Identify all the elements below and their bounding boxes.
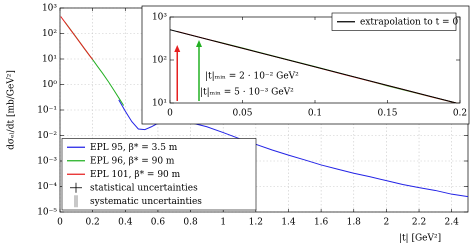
x-tick-label: 1.4 — [281, 218, 296, 228]
x-tick-label: 0 — [57, 218, 63, 228]
inset-plot: 0 0.05 0.1 0.15 0.2 10¹ 10² 10³ |t|ₘᵢₙ = 2 · 10⁻… — [152, 13, 467, 119]
x-tick-label: 0.2 — [453, 109, 467, 119]
x-tick-label: 1.8 — [347, 218, 362, 228]
y-tick-label: 10⁻³ — [37, 157, 57, 167]
data-line — [60, 16, 94, 60]
y-tick-label: 10³ — [42, 4, 57, 14]
x-axis-label: |t| [GeV²] — [399, 234, 441, 244]
y-tick-label: 10⁻⁴ — [37, 182, 57, 192]
y-tick-label: 10¹ — [42, 55, 57, 65]
annotation: |t|ₘᵢₙ = 2 · 10⁻² GeV² — [205, 72, 299, 82]
y-tick-label: 10⁻⁵ — [37, 208, 57, 218]
x-tick-label: 0.6 — [151, 218, 166, 228]
legend-box — [331, 12, 457, 31]
y-tick-label: 10⁻² — [37, 131, 57, 141]
annotation-arrowhead — [196, 40, 202, 47]
y-tick-label: 10³ — [152, 13, 167, 23]
x-tick-label: 0.2 — [85, 218, 99, 228]
x-tick-label: 2 — [384, 218, 390, 228]
legend-swatch — [74, 195, 78, 208]
plot-frame — [169, 16, 461, 104]
x-tick-label: 0.4 — [118, 218, 133, 228]
data-line — [170, 29, 459, 103]
legend-label: statistical uncertainties — [90, 183, 198, 193]
legend-label: extrapolation to t = 0 — [360, 17, 458, 27]
x-tick-label: 1.6 — [314, 218, 329, 228]
y-tick-label: 10² — [42, 29, 57, 39]
annotation: |t|ₘᵢₙ = 5 · 10⁻³ GeV² — [200, 88, 294, 98]
legend-label: EPL 101, β* = 90 m — [90, 170, 181, 180]
y-tick-label: 10⁰ — [42, 80, 57, 90]
legend-box — [61, 138, 257, 211]
y-tick-label: 10¹ — [152, 99, 167, 109]
x-tick-label: 1 — [220, 218, 226, 228]
x-tick-label: 0.15 — [377, 109, 397, 119]
annotation-arrowhead — [174, 45, 181, 52]
x-tick-label: 2.2 — [412, 218, 426, 228]
x-tick-label: 0 — [167, 109, 173, 119]
x-tick-label: 2.4 — [445, 218, 460, 228]
x-tick-label: 0.8 — [183, 218, 198, 228]
legend-label: EPL 95, β* = 3.5 m — [90, 143, 178, 153]
y-tick-label: 10⁻¹ — [37, 106, 57, 116]
legend-label: EPL 96, β* = 90 m — [90, 156, 175, 166]
x-tick-label: 0.1 — [308, 109, 322, 119]
y-tick-label: 10² — [152, 56, 167, 66]
legend-label: systematic uncertainties — [90, 197, 202, 207]
x-tick-label: 1.2 — [249, 218, 263, 228]
x-tick-label: 0.05 — [232, 109, 252, 119]
y-axis-label: dσₑₗ/dt [mb/GeV²] — [7, 70, 17, 150]
